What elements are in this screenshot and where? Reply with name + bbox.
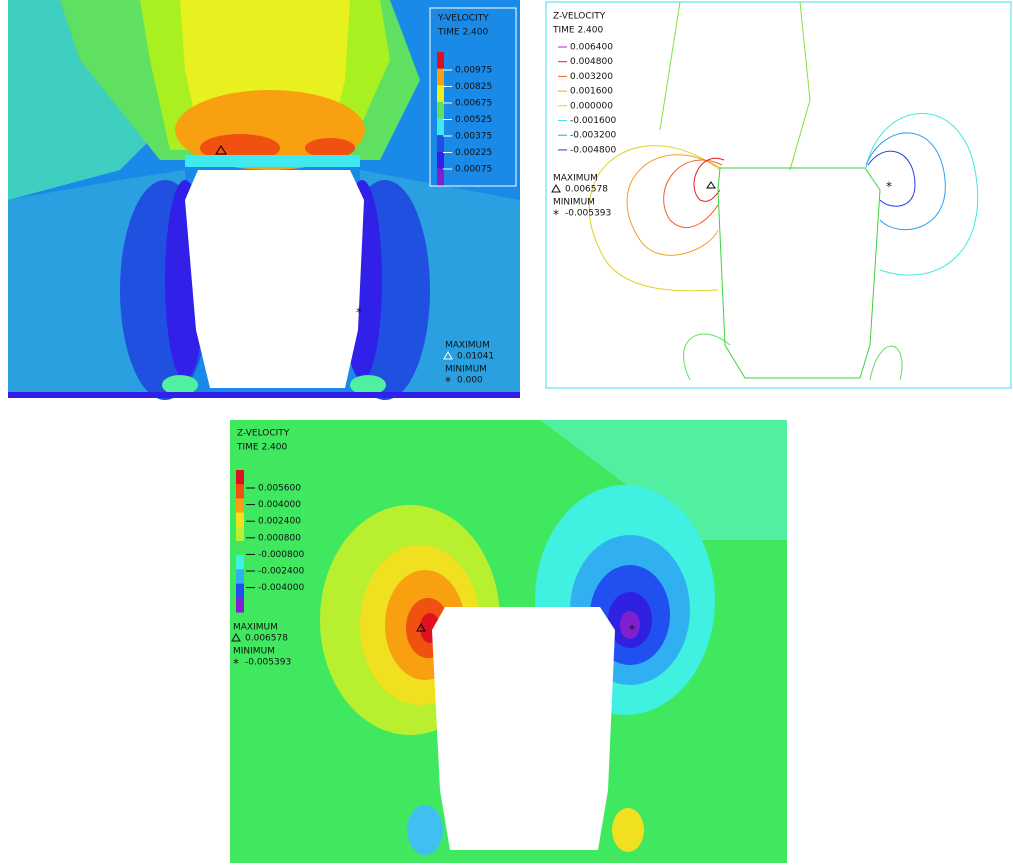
panel-time: TIME 2.400 (552, 26, 604, 36)
legend-label: 0.00975 (455, 66, 492, 76)
legend-label: -0.004000 (258, 583, 304, 593)
max-symbol (551, 183, 561, 193)
legend-label: 0.004800 (570, 57, 613, 67)
panel-z-velocity-filled: * (230, 420, 787, 863)
legend-swatch (236, 583, 244, 599)
field (540, 420, 787, 540)
contour (659, 1, 811, 171)
field (8, 392, 520, 398)
legend-swatch (236, 512, 244, 528)
min-value: 0.000 (457, 376, 483, 386)
legend-label: -0.003200 (570, 131, 616, 141)
legend-swatch (236, 484, 244, 499)
max-marker (416, 622, 426, 632)
contour (683, 333, 903, 381)
min-marker: * (886, 180, 892, 194)
legend-label: -0.001600 (570, 116, 616, 126)
min-marker: * (629, 623, 635, 637)
legend-label: 0.006400 (570, 43, 613, 53)
legend-label: 0.00825 (455, 82, 492, 92)
min-label: MINIMUM (445, 365, 487, 375)
contour (588, 145, 721, 292)
contour (663, 159, 723, 228)
max-symbol (231, 632, 241, 642)
max-value: 0.006578 (245, 634, 288, 644)
legend-label: 0.000800 (258, 533, 301, 543)
legend-swatch (437, 68, 444, 86)
min-marker: * (356, 306, 362, 320)
legend-swatch (236, 555, 244, 570)
legend-swatch (236, 597, 244, 613)
legend-box (429, 7, 517, 187)
panel-time: TIME 2.400 (437, 28, 489, 38)
legend-label: 0.00375 (455, 132, 492, 142)
legend-label: 0.00225 (455, 148, 492, 158)
max-value: 0.006578 (565, 185, 608, 195)
legend-swatch (437, 151, 444, 169)
legend-swatch (236, 541, 244, 556)
legend-swatch (236, 569, 244, 585)
contour (865, 132, 946, 231)
contour (693, 157, 725, 202)
min-symbol: * (445, 375, 451, 389)
max-label: MAXIMUM (553, 174, 598, 184)
max-symbol (443, 350, 453, 360)
field (350, 375, 386, 395)
min-symbol: * (233, 657, 239, 671)
field (185, 155, 360, 167)
legend-label: 0.00675 (455, 99, 492, 109)
contour (626, 154, 721, 256)
legend-swatch (236, 470, 244, 485)
legend-label: 0.000000 (570, 101, 613, 111)
legend-label: 0.00525 (455, 115, 492, 125)
legend-swatch (236, 526, 244, 542)
contour (867, 150, 916, 207)
frame (545, 1, 1012, 389)
opening (717, 167, 881, 379)
min-value: -0.005393 (245, 658, 291, 668)
legend-label: 0.002400 (258, 517, 301, 527)
legend-label: 0.00075 (455, 165, 492, 175)
max-label: MAXIMUM (233, 623, 278, 633)
field (620, 611, 640, 639)
panel-y-velocity: * (8, 0, 520, 400)
panel-z-velocity-lines: * (545, 1, 1012, 389)
max-value: 0.01041 (457, 352, 494, 362)
opening (185, 170, 364, 388)
max-label: MAXIMUM (445, 341, 490, 351)
min-label: MINIMUM (233, 647, 275, 657)
panel-title: Z-VELOCITY (553, 12, 606, 22)
field (162, 375, 198, 395)
legend-label: -0.000800 (258, 550, 304, 560)
contour (865, 113, 979, 276)
panel-time: TIME 2.400 (236, 443, 288, 453)
legend-label: 0.003200 (570, 72, 613, 82)
opening (432, 607, 615, 850)
legend-swatch (437, 135, 444, 153)
min-symbol: * (553, 208, 559, 222)
legend-label: -0.002400 (258, 567, 304, 577)
legend-label: 0.005600 (258, 484, 301, 494)
panel-title: Z-VELOCITY (237, 429, 290, 439)
min-value: -0.005393 (565, 209, 611, 219)
min-label: MINIMUM (553, 198, 595, 208)
field (612, 808, 644, 852)
legend-swatch (437, 52, 444, 70)
legend-label: 0.001600 (570, 87, 613, 97)
legend-swatch (437, 85, 444, 103)
legend-swatch (437, 118, 444, 136)
field (407, 805, 443, 855)
field (305, 138, 355, 158)
legend-label: 0.004000 (258, 500, 301, 510)
max-marker (706, 181, 716, 189)
max-marker (215, 145, 227, 155)
legend-label: -0.004800 (570, 145, 616, 155)
legend-swatch (236, 498, 244, 514)
legend-swatch (437, 168, 444, 186)
legend-swatch (437, 101, 444, 119)
panel-title: Y-VELOCITY (437, 14, 489, 24)
